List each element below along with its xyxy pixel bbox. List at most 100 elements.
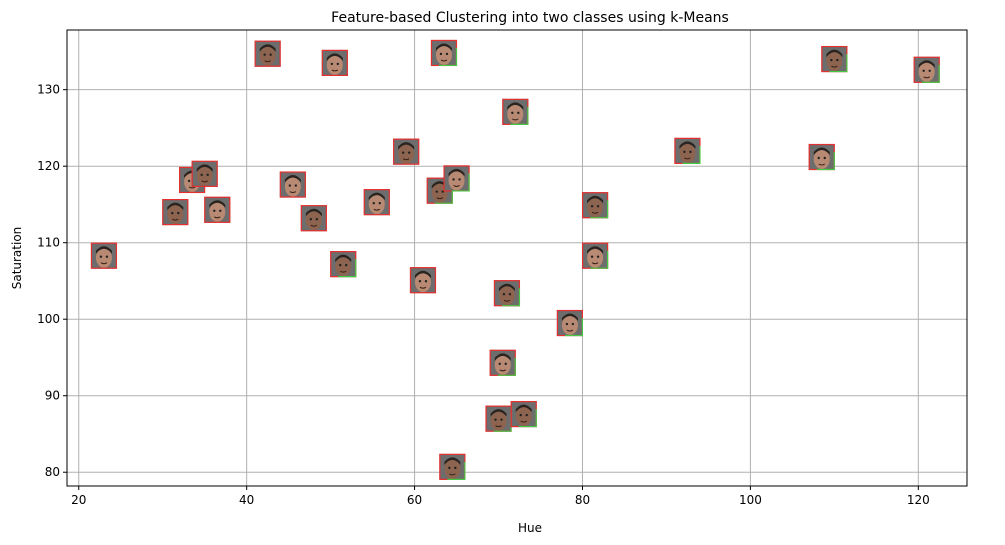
x-tick-label: 20 <box>71 493 86 507</box>
face-shape <box>209 201 226 222</box>
face-shape <box>918 61 935 82</box>
mouth-shape <box>264 60 271 63</box>
eye-icon <box>511 111 514 115</box>
eye-icon <box>590 205 594 208</box>
face-shape <box>826 51 843 72</box>
cluster-border <box>447 461 466 480</box>
hair-shape <box>448 168 465 177</box>
hair-shape <box>398 142 415 150</box>
data-point-face <box>321 49 348 76</box>
y-tick-label: 110 <box>37 236 60 250</box>
thumbnail-border <box>300 205 327 232</box>
eye-icon <box>596 255 600 258</box>
data-point-face <box>439 453 466 480</box>
mouth-shape <box>172 218 179 221</box>
hair-shape <box>587 195 604 204</box>
cluster-border <box>438 47 458 67</box>
eye-icon <box>596 205 600 208</box>
eye-icon <box>407 151 411 154</box>
eye-icon <box>187 179 191 183</box>
eye-icon <box>504 362 507 366</box>
eye-icon <box>269 53 272 56</box>
mouth-shape <box>818 163 826 166</box>
eye-icon <box>309 218 313 221</box>
chart-title: Feature-based Clustering into two classe… <box>331 10 729 26</box>
data-point-face <box>581 242 609 269</box>
cluster-border <box>816 152 835 171</box>
x-axis-ticks: 20 40 60 80 100 120 <box>71 486 930 507</box>
data-point-face <box>443 165 470 192</box>
face-shape <box>587 197 604 218</box>
hair-shape <box>95 246 112 254</box>
mouth-shape <box>499 369 507 372</box>
eye-icon <box>836 58 839 62</box>
mouth-shape <box>503 299 511 302</box>
eye-icon <box>454 466 457 470</box>
data-point-face <box>393 138 420 165</box>
hair-shape <box>826 49 843 58</box>
data-point-face <box>485 405 512 432</box>
eye-icon <box>105 255 109 258</box>
data-point-face <box>430 39 458 67</box>
hair-shape <box>679 141 696 149</box>
face-shape <box>494 354 511 375</box>
eye-icon <box>418 279 422 283</box>
eye-icon <box>823 156 826 160</box>
mouth-shape <box>512 118 519 121</box>
data-point-face <box>556 309 583 337</box>
hair-shape <box>326 53 343 61</box>
face-shape <box>435 44 452 65</box>
thumbnail-border <box>363 189 390 216</box>
hair-shape <box>494 353 511 361</box>
data-point-face <box>191 160 218 187</box>
eye-icon <box>445 52 449 56</box>
face-shape <box>561 315 578 336</box>
data-point-face <box>674 137 701 164</box>
x-tick-label: 100 <box>739 493 762 507</box>
y-tick-label: 100 <box>37 312 60 326</box>
mouth-shape <box>214 216 221 219</box>
eye-icon <box>213 209 216 212</box>
thumbnail-border <box>409 267 437 294</box>
eye-icon <box>502 292 506 296</box>
eye-icon <box>171 211 174 215</box>
eye-icon <box>263 53 266 56</box>
face-shape <box>335 256 352 277</box>
face-shape <box>305 210 322 231</box>
eye-icon <box>441 190 444 193</box>
y-tick-label: 120 <box>37 159 60 173</box>
mouth-shape <box>831 65 838 68</box>
eye-icon <box>517 111 520 115</box>
hair-shape <box>414 270 431 279</box>
eye-icon <box>439 52 443 56</box>
data-point-face <box>913 56 940 83</box>
eye-icon <box>401 151 405 154</box>
eye-icon <box>922 69 925 72</box>
data-point-face <box>300 205 327 232</box>
data-point-face <box>90 242 118 269</box>
data-point-face <box>821 45 848 73</box>
face-shape <box>414 272 431 293</box>
thumbnail-border <box>162 198 189 226</box>
eye-icon <box>565 322 569 326</box>
eye-icon <box>177 211 180 215</box>
hair-shape <box>435 43 452 51</box>
hair-shape <box>335 254 352 263</box>
mouth-shape <box>449 473 456 476</box>
mouth-shape <box>520 420 527 423</box>
mouth-shape <box>289 191 297 194</box>
hair-shape <box>196 164 213 172</box>
y-axis-ticks: 80 90 100 110 120 130 <box>37 83 67 479</box>
cluster-border <box>682 145 701 164</box>
thumbnail-border <box>254 40 281 67</box>
hair-shape <box>507 102 524 110</box>
mouth-shape <box>402 158 410 161</box>
cluster-border <box>518 409 537 428</box>
mouth-shape <box>100 262 108 265</box>
data-point-face <box>489 349 516 376</box>
eye-icon <box>498 362 501 366</box>
eye-icon <box>330 62 334 66</box>
face-shape <box>813 149 830 170</box>
eye-icon <box>830 58 833 62</box>
hair-shape <box>259 44 276 52</box>
